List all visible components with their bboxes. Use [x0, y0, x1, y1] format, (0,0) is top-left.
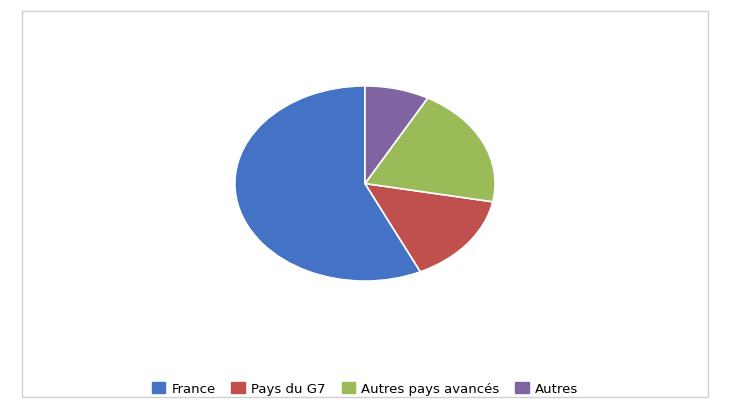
Wedge shape	[235, 87, 420, 281]
Legend: France, Pays du G7, Autres pays avancés, Autres: France, Pays du G7, Autres pays avancés,…	[146, 377, 584, 401]
Wedge shape	[365, 184, 493, 272]
Wedge shape	[365, 87, 428, 184]
Wedge shape	[365, 99, 495, 202]
